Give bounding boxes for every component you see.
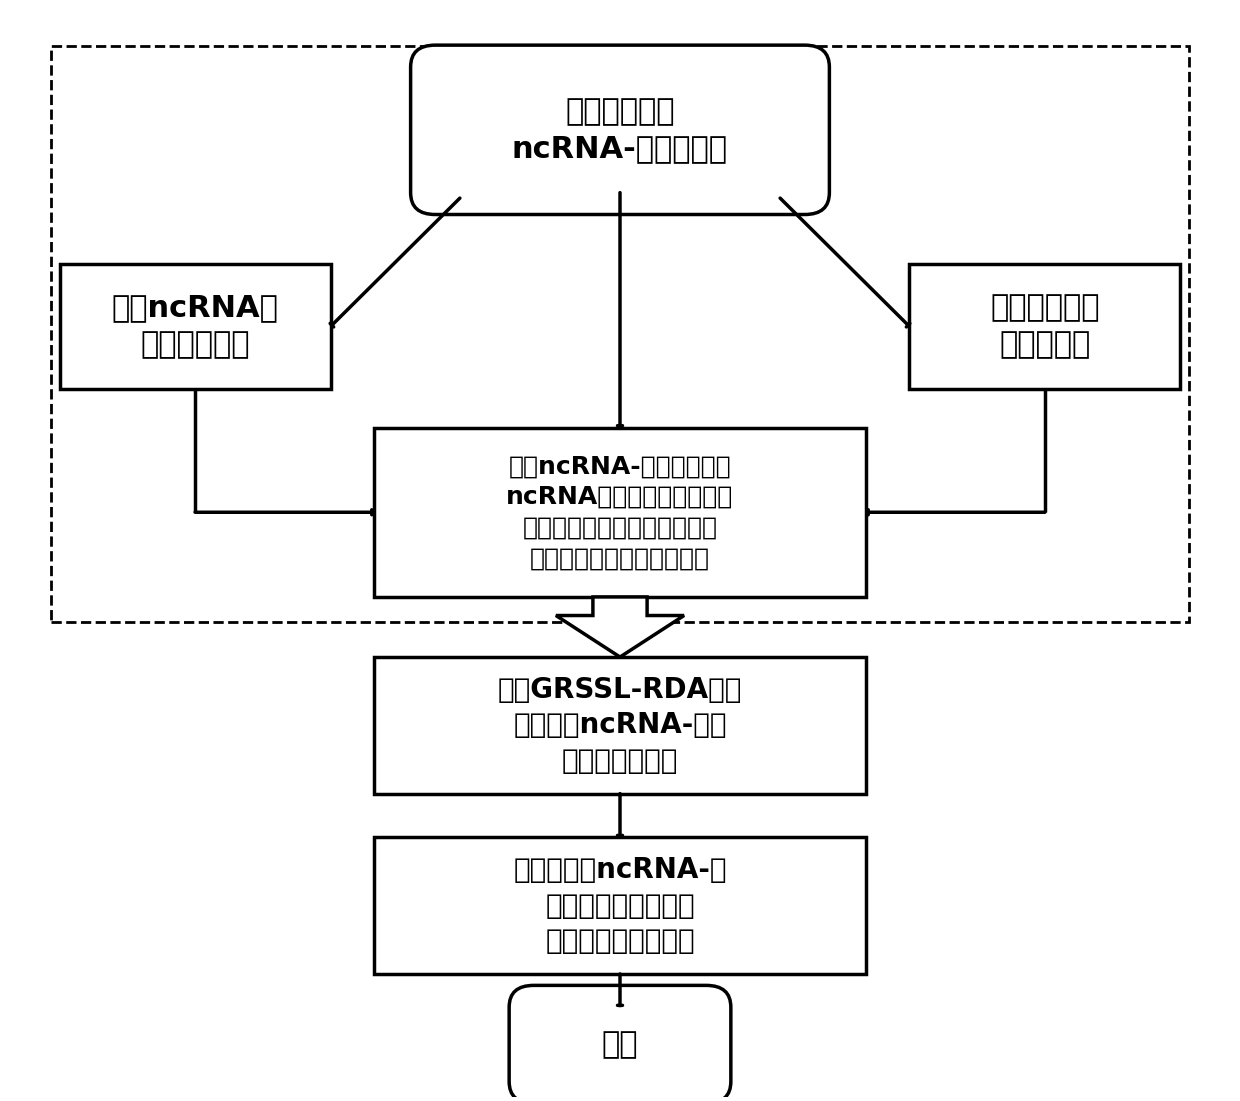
Text: 使用GRSSL-RDA核心
算法计算ncRNA-疾病
关联对关系分数: 使用GRSSL-RDA核心 算法计算ncRNA-疾病 关联对关系分数 [497, 676, 743, 775]
Polygon shape [556, 597, 684, 657]
FancyBboxPatch shape [373, 838, 867, 974]
FancyBboxPatch shape [410, 45, 830, 215]
FancyBboxPatch shape [373, 657, 867, 794]
FancyBboxPatch shape [60, 263, 331, 390]
Text: 输入：已知的
ncRNA-疾病关联对: 输入：已知的 ncRNA-疾病关联对 [512, 97, 728, 163]
FancyBboxPatch shape [909, 263, 1180, 390]
Text: 结束: 结束 [601, 1029, 639, 1059]
Text: 根据ncRNA-疾病关联对、
ncRNA高斯谱核相似性和疾
病高斯谱核相似性，计算图谱
特征矩阵和统计量特征矩阵: 根据ncRNA-疾病关联对、 ncRNA高斯谱核相似性和疾 病高斯谱核相似性，计… [506, 455, 734, 570]
FancyBboxPatch shape [510, 985, 730, 1101]
Text: 计算疾病高斯
谱核相似性: 计算疾病高斯 谱核相似性 [991, 294, 1100, 360]
FancyBboxPatch shape [373, 427, 867, 597]
Text: 根据算出的ncRNA-疾
病关联对关系分数排
序给出最终预测结果: 根据算出的ncRNA-疾 病关联对关系分数排 序给出最终预测结果 [513, 855, 727, 956]
Text: 计算ncRNA高
斯谱核相似性: 计算ncRNA高 斯谱核相似性 [112, 294, 279, 360]
